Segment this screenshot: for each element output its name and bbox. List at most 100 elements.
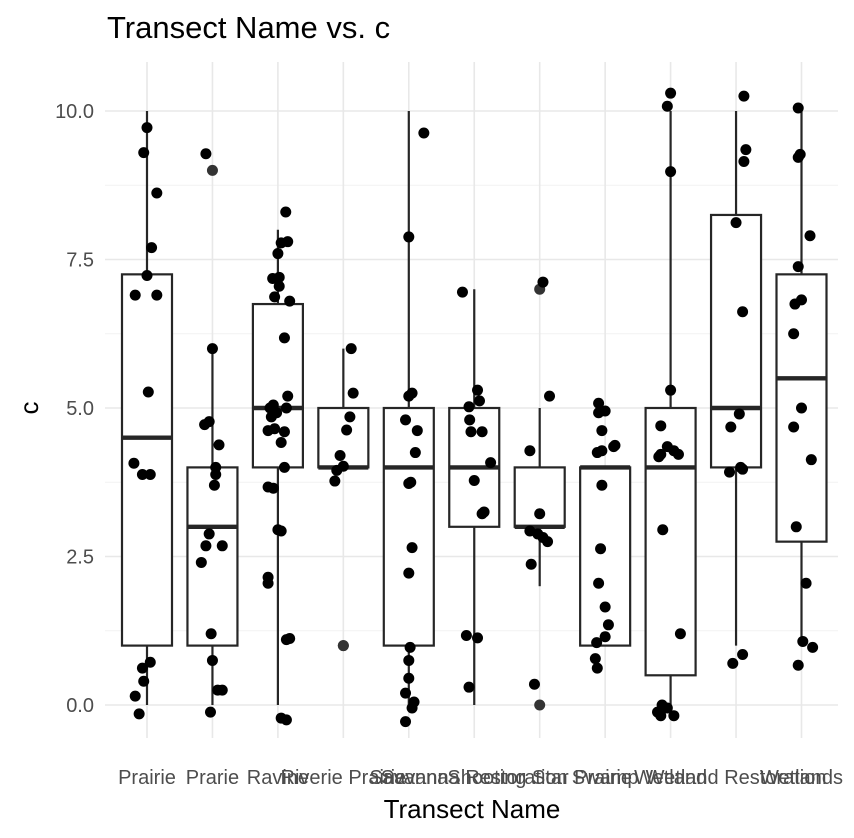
x-axis-title: Transect Name [384, 794, 561, 824]
data-point [737, 306, 749, 318]
chart-title: Transect Name vs. c [107, 10, 390, 45]
data-point [273, 280, 285, 292]
data-point [216, 684, 228, 696]
data-point [804, 230, 816, 242]
data-point [284, 632, 296, 644]
data-point [788, 421, 800, 433]
data-point [329, 475, 341, 487]
data-point [589, 653, 601, 665]
box-body [709, 213, 763, 469]
data-point [205, 628, 217, 640]
data-point [472, 632, 484, 644]
data-point [142, 386, 154, 398]
data-point [282, 390, 294, 402]
data-point [133, 708, 145, 720]
x-tick-label: Swamp [572, 767, 639, 789]
data-point [200, 148, 212, 160]
data-point [206, 654, 218, 666]
data-point [674, 628, 686, 640]
data-point [146, 242, 158, 254]
data-point [788, 328, 800, 340]
data-point [472, 384, 484, 396]
data-point [403, 231, 415, 243]
x-tick-label: Wetlands [760, 767, 843, 789]
data-point [208, 479, 220, 491]
data-point [790, 521, 802, 533]
x-tick-label: Wetland Restoration [646, 767, 827, 789]
data-point [282, 236, 294, 248]
data-point [796, 294, 807, 306]
box-9 [644, 111, 697, 705]
data-point [661, 100, 673, 112]
data-point [341, 424, 353, 436]
outlier-point [206, 164, 218, 176]
box-11 [775, 111, 828, 646]
data-point [725, 421, 737, 433]
data-point [609, 439, 621, 451]
data-point [465, 426, 477, 438]
data-point [129, 690, 141, 702]
data-point [278, 332, 290, 344]
data-point [400, 414, 412, 426]
data-point [347, 387, 359, 399]
data-point [738, 155, 750, 167]
data-point [724, 466, 736, 478]
data-point [485, 457, 497, 469]
data-point [273, 271, 285, 283]
data-point [213, 439, 225, 451]
data-point [151, 187, 163, 199]
data-point [275, 436, 287, 448]
data-point [200, 540, 212, 552]
data-point [655, 710, 667, 722]
data-point [280, 714, 292, 726]
y-axis-title: c [14, 402, 44, 415]
box-body [186, 466, 239, 647]
data-point [544, 390, 556, 402]
data-point [400, 716, 412, 728]
data-point [267, 482, 279, 494]
box-series [120, 111, 828, 711]
data-point [525, 558, 537, 570]
data-point [599, 601, 611, 613]
data-point [596, 445, 608, 457]
data-point [269, 291, 281, 303]
x-tick-label: Savanna [369, 767, 449, 789]
data-point [657, 524, 669, 536]
jitter-points [128, 87, 819, 728]
x-tick-label: Riverie Prairie [281, 767, 407, 789]
data-point [463, 681, 475, 693]
outlier-point [534, 699, 546, 711]
y-tick-label: 0.0 [66, 695, 94, 717]
data-point [344, 411, 356, 423]
x-tick-label: Prairie [118, 767, 176, 789]
data-point [210, 461, 222, 473]
x-tick-label: Shooting Star Prairie [447, 767, 632, 789]
data-point [334, 450, 346, 462]
data-point [665, 384, 677, 396]
data-point [128, 457, 140, 469]
data-point [144, 469, 156, 481]
data-point [138, 675, 150, 687]
data-point [668, 710, 680, 722]
data-point [478, 506, 490, 518]
data-point [596, 479, 608, 491]
data-point [792, 659, 804, 671]
y-tick-labels: 0.0 2.5 5.0 7.5 10.0 [55, 101, 94, 717]
data-point [278, 426, 290, 438]
box-2 [186, 164, 239, 705]
data-point [406, 387, 418, 399]
data-point [204, 706, 216, 718]
data-point [672, 448, 684, 460]
data-point [141, 122, 153, 134]
data-point [275, 525, 287, 537]
data-point [262, 571, 274, 583]
data-point [737, 649, 749, 661]
data-point [456, 286, 468, 298]
data-point [284, 295, 296, 307]
data-point [730, 217, 742, 229]
box-5 [382, 111, 435, 705]
data-point [468, 474, 480, 486]
data-point [596, 425, 608, 437]
data-point [528, 678, 540, 690]
data-point [405, 476, 417, 488]
